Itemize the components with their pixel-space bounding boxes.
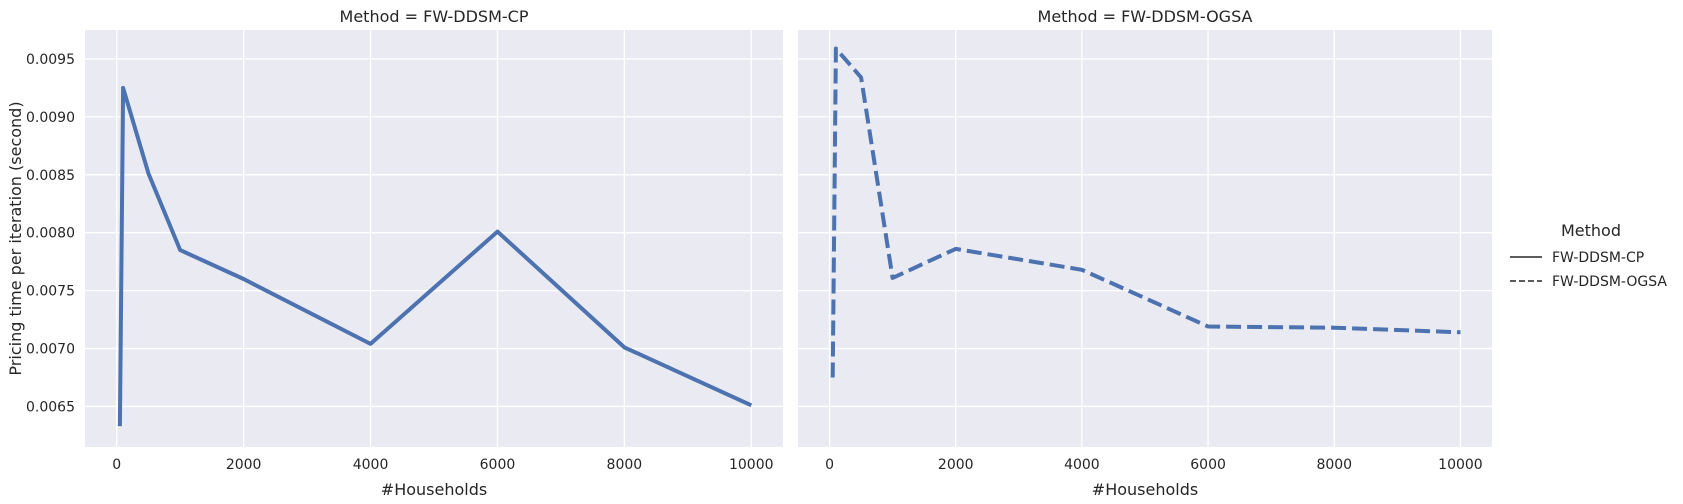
x-tick-label: 10000	[1438, 457, 1483, 473]
x-tick-label: 2000	[938, 457, 974, 473]
x-tick-label: 10000	[729, 457, 774, 473]
y-tick-label: 0.0065	[26, 399, 75, 415]
x-tick-label: 6000	[480, 457, 516, 473]
plot-area-2	[798, 30, 1492, 447]
panel-title: Method = FW-DDSM-OGSA	[1038, 7, 1253, 26]
y-tick-label: 0.0080	[26, 226, 75, 242]
y-axis-label: Pricing time per iteration (second)	[6, 101, 25, 375]
series-line-2	[830, 46, 1461, 378]
x-axis-label: #Households	[381, 480, 487, 499]
x-tick-label: 4000	[1064, 457, 1100, 473]
x-tick-label: 0	[825, 457, 834, 473]
x-tick-label: 6000	[1190, 457, 1226, 473]
series-line-1	[117, 85, 753, 427]
x-tick-label: 8000	[607, 457, 643, 473]
panel-title: Method = FW-DDSM-CP	[340, 7, 529, 26]
legend-label: FW-DDSM-CP	[1552, 250, 1644, 266]
plot-area-1	[85, 30, 783, 447]
x-tick-label: 4000	[353, 457, 389, 473]
y-tick-label: 0.0070	[26, 342, 75, 358]
x-tick-label: 2000	[226, 457, 262, 473]
legend-label: FW-DDSM-OGSA	[1552, 274, 1667, 290]
x-tick-label: 0	[112, 457, 121, 473]
x-axis-label: #Households	[1092, 480, 1198, 499]
x-tick-label: 8000	[1316, 457, 1352, 473]
y-tick-label: 0.0095	[26, 52, 75, 68]
legend-title: Method	[1561, 221, 1621, 240]
y-tick-label: 0.0090	[26, 110, 75, 126]
y-tick-label: 0.0085	[26, 168, 75, 184]
y-tick-label: 0.0075	[26, 284, 75, 300]
